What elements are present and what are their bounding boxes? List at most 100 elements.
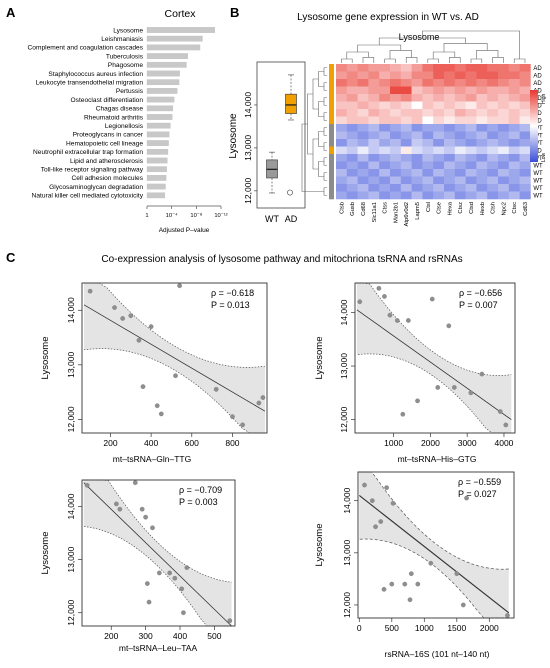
- panel-a-x-label: Adjusted P–value: [159, 227, 210, 234]
- column-dendrogram-branch: [432, 51, 456, 59]
- x-axis-label: rsRNA–16S (101 nt–140 nt): [385, 649, 490, 659]
- heatmap-cell: [379, 139, 391, 147]
- heatmap-cell: [476, 169, 488, 177]
- data-point: [357, 299, 363, 305]
- heatmap-cell: [379, 79, 391, 87]
- heatmap-cell: [336, 176, 348, 185]
- heatmap-cell: [519, 191, 531, 200]
- heatmap-cell: [390, 161, 402, 170]
- heatmap-column-label: Ctsl: [426, 202, 432, 212]
- heatmap-cell: [508, 131, 520, 140]
- data-point: [143, 514, 148, 520]
- heatmap-cell: [454, 146, 466, 155]
- heatmap-cell: [498, 169, 510, 177]
- heatmap-cell: [379, 101, 391, 110]
- heatmap-cell: [454, 154, 466, 162]
- y-tick-label: 14,000: [339, 299, 349, 325]
- heatmap-cell: [508, 86, 520, 95]
- data-point: [181, 610, 186, 616]
- heatmap-cell: [454, 169, 466, 177]
- heatmap-cell: [508, 184, 520, 192]
- panel-a-bar-chart: Cortex Lysosome Leishmaniasis Complement a…: [28, 8, 228, 234]
- heatmap-cell: [411, 64, 423, 72]
- data-point: [400, 411, 406, 417]
- y-axis-label: Lysosome: [40, 532, 51, 575]
- group-bar-cell: [329, 184, 334, 192]
- group-bar-cell: [329, 116, 334, 125]
- heatmap-cell: [336, 86, 348, 95]
- heatmap-cell: [411, 154, 423, 162]
- heatmap-cell: [454, 191, 466, 200]
- heatmap-cell: [433, 146, 445, 155]
- heatmap-cell: [346, 86, 358, 95]
- heatmap-column-label: Ctsh: [491, 202, 497, 214]
- bar-7: [146, 88, 178, 94]
- heatmap-cell: [379, 191, 391, 200]
- plot-frame: [81, 282, 268, 434]
- heatmap-cell: [336, 191, 348, 200]
- row-dendrogram-branch: [307, 93, 313, 155]
- heatmap-cell: [422, 109, 434, 117]
- group-bar-cell: [329, 191, 334, 200]
- heatmap-cell: [379, 64, 391, 72]
- heatmap-cell: [357, 124, 369, 132]
- heatmap-cell: [519, 169, 531, 177]
- heatmap-cell: [508, 169, 520, 177]
- heatmap-row-label: AD: [533, 81, 542, 87]
- heatmap-cell: [476, 71, 488, 80]
- x-tick-label: 1000: [415, 623, 434, 633]
- heatmap-cell: [400, 146, 412, 155]
- heatmap-column-label: Ctsc: [512, 202, 518, 214]
- heatmap-row-label: AD: [533, 66, 542, 72]
- x-tick-label: 200: [103, 438, 117, 448]
- data-point: [451, 385, 457, 390]
- heatmap-cell: [454, 109, 466, 117]
- heatmap-cell: [519, 161, 531, 170]
- regression-line: [83, 482, 232, 627]
- heatmap-cell: [454, 176, 466, 185]
- x-tick-label: 800: [225, 438, 239, 448]
- heatmap-row-label: AD: [533, 73, 542, 79]
- data-point: [405, 318, 411, 323]
- heatmap-cell: [444, 109, 456, 117]
- data-point: [415, 581, 421, 587]
- data-point: [144, 581, 150, 586]
- y-axis-label: Lysosome: [40, 337, 51, 380]
- heatmap-cell: [476, 131, 488, 140]
- rho-annotation: ρ = −0.618: [211, 288, 254, 298]
- heatmap-cell: [487, 161, 499, 170]
- data-point: [384, 485, 389, 490]
- heatmap-cell: [444, 139, 456, 147]
- heatmap-cell: [433, 71, 445, 80]
- heatmap-cell: [346, 176, 358, 185]
- heatmap-cell: [433, 86, 445, 95]
- heatmap-cells: [336, 64, 531, 200]
- heatmap-cell: [346, 79, 358, 87]
- boxplot-frame: [256, 61, 306, 209]
- heatmap-cell: [444, 64, 456, 72]
- box-ad: AD: [285, 74, 298, 224]
- row-dendrogram-branch: [301, 123, 324, 192]
- data-point: [227, 618, 233, 624]
- heatmap-cell: [454, 161, 466, 170]
- x-tick-label: 500: [207, 631, 221, 641]
- heatmap-cell: [444, 176, 456, 185]
- data-point: [157, 570, 162, 576]
- bar-3: [146, 53, 188, 59]
- category-label: Tuberculosis: [106, 53, 144, 60]
- category-label: Rheumatoid arthritis: [84, 114, 144, 121]
- row-dendrogram-branch: [323, 157, 327, 166]
- heatmap-row-label: WT: [533, 133, 543, 139]
- scatter-plot-1: 200 400 600 800 12,000 13,000 14,000 mt–tsRNA–G…: [40, 282, 268, 464]
- heatmap-cell: [476, 86, 488, 95]
- heatmap-cell: [487, 169, 499, 177]
- heatmap-cell: [454, 79, 466, 87]
- heatmap-cell: [422, 154, 434, 162]
- row-dendrogram-branch: [323, 97, 327, 106]
- category-label: Lipid and atherosclerosis: [70, 158, 144, 165]
- x-tick-label: 0: [357, 623, 362, 633]
- heatmap-cell: [422, 79, 434, 87]
- y-tick-label: 13,000: [339, 353, 349, 379]
- x-tick-label: 10⁻⁸: [190, 212, 203, 219]
- group-bar-cell: [329, 64, 334, 72]
